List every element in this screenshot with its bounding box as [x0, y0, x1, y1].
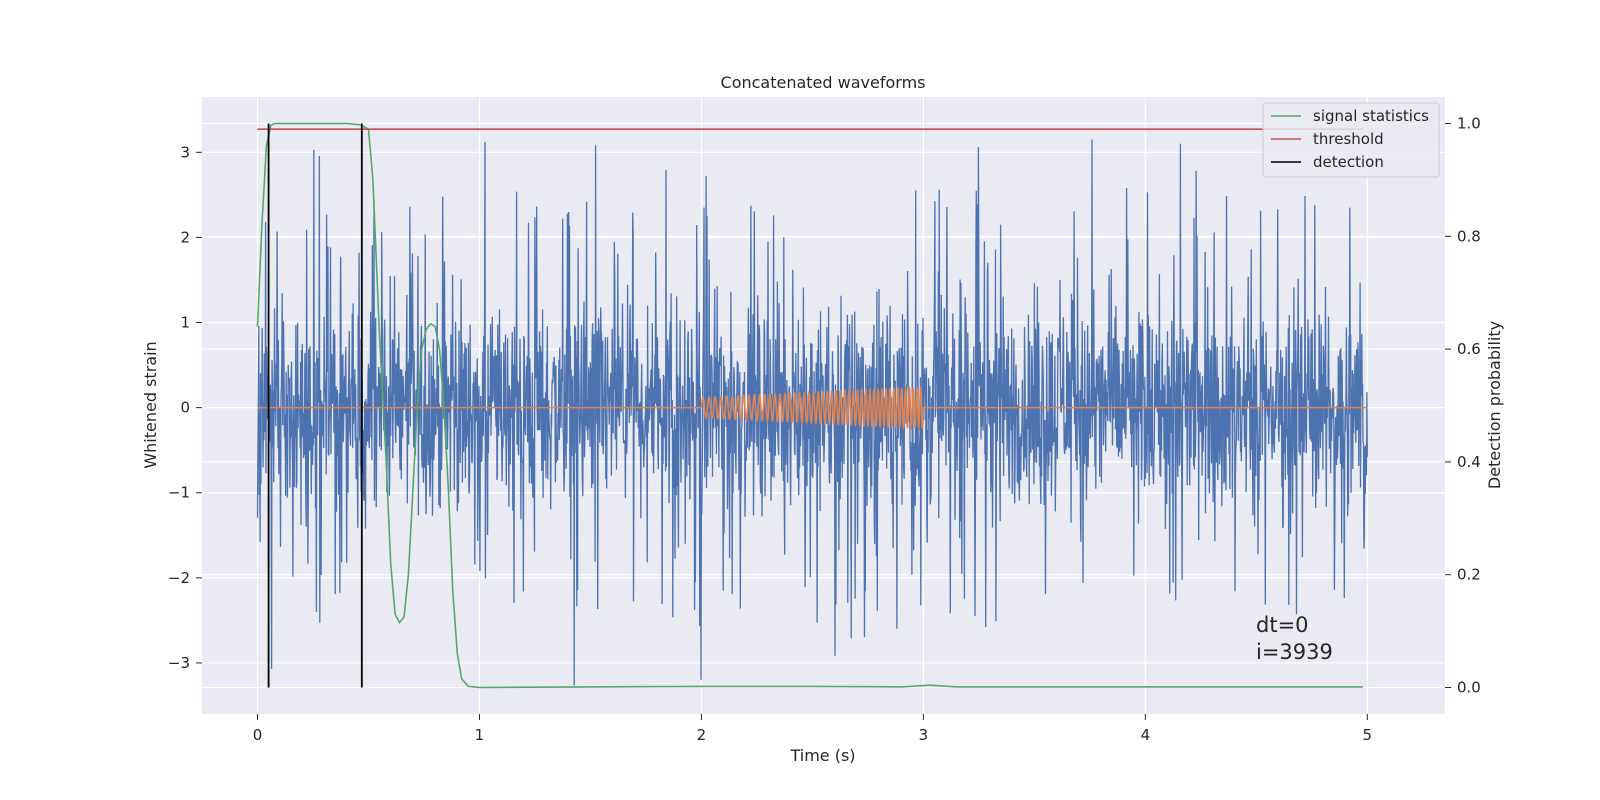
- y2-tick-label: 1.0: [1457, 115, 1481, 133]
- x-tick-label: 1: [475, 726, 485, 744]
- x-tick-label: 0: [253, 726, 263, 744]
- y-tick-label: −1: [168, 484, 190, 502]
- signal-statistics-series: [256, 122, 1363, 689]
- y-tick-label: 2: [180, 228, 190, 246]
- injected-signal-series: [257, 385, 1368, 431]
- signal-statistics-line: [256, 122, 1363, 689]
- legend-label-detection: detection: [1313, 153, 1384, 171]
- axis-ticks: 0 1 2 3 4 5 −3 −2 −1 0 1 2 3 0.0 0.2 0.4 0.6 0.8 1.0: [168, 115, 1481, 744]
- y2-axis-title: Detection probability: [1485, 321, 1504, 489]
- y-tick-label: 3: [180, 143, 190, 161]
- annotation-index: i=3939: [1256, 640, 1333, 664]
- y-tick-label: 1: [180, 314, 190, 332]
- y-axis-title: Whitened strain: [141, 341, 160, 468]
- y2-tick-label: 0.6: [1457, 340, 1481, 358]
- x-axis-title: Time (s): [789, 746, 855, 765]
- y-tick-label: −3: [168, 654, 190, 672]
- legend-label-threshold: threshold: [1313, 130, 1384, 148]
- annotation-dt: dt=0: [1256, 613, 1309, 637]
- x-tick-label: 3: [919, 726, 929, 744]
- legend-box: [1262, 102, 1440, 178]
- legend-label-signal-statistics: signal statistics: [1313, 107, 1429, 125]
- y-tick-label: 0: [180, 399, 190, 417]
- y2-tick-label: 0.8: [1457, 227, 1481, 245]
- injected-signal-line: [257, 385, 1368, 431]
- y-tick-label: −2: [168, 569, 190, 587]
- y2-tick-label: 0.2: [1457, 566, 1481, 584]
- y2-tick-label: 0.0: [1457, 678, 1481, 696]
- x-tick-label: 5: [1363, 726, 1373, 744]
- noise-line: [256, 139, 1368, 686]
- detection-series: [267, 123, 363, 688]
- chart-title: Concatenated waveforms: [721, 73, 926, 92]
- y2-tick-label: 0.4: [1457, 453, 1481, 471]
- x-tick-label: 2: [697, 726, 707, 744]
- noise-series: [256, 139, 1368, 686]
- x-tick-label: 4: [1141, 726, 1151, 744]
- legend: signal statistics threshold detection: [1262, 102, 1440, 178]
